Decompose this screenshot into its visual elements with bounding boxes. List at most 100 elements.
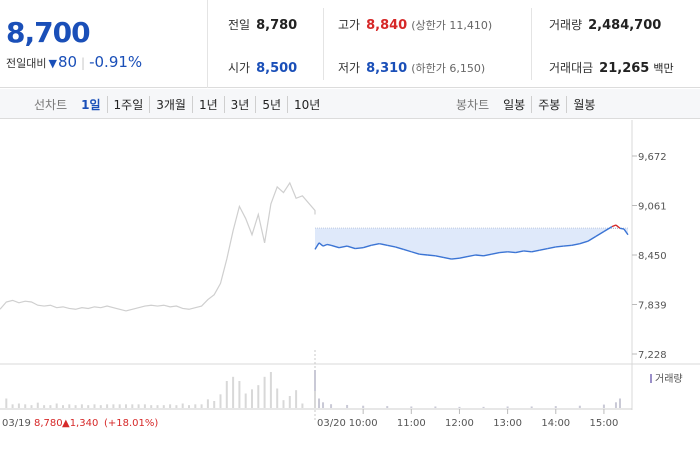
y-tick-label: 7,228 (638, 350, 667, 361)
prev-volume-bar (238, 381, 241, 408)
prev-volume-bar (80, 404, 83, 408)
prev-day-date: 03/19 (2, 418, 31, 429)
today-line-segment (387, 244, 396, 248)
today-line-segment (403, 248, 412, 253)
today-line-segment (615, 224, 621, 229)
today-series (314, 224, 629, 260)
today-line-segment (314, 242, 320, 250)
prev-volume-bar (295, 390, 298, 408)
line-chart-title: 선차트 (34, 98, 68, 112)
prev-volume-bar (62, 405, 64, 408)
turnover-unit: 백만 (653, 62, 674, 75)
change-percent: -0.91% (89, 53, 143, 71)
period-3m[interactable]: 3개월 (149, 96, 192, 113)
volume-bars: 거래량 (5, 370, 683, 408)
today-line-segment (379, 242, 388, 246)
x-tick-label: 15:00 (590, 418, 619, 429)
prev-close-value: 8,780 (256, 18, 298, 33)
volume-bar (410, 406, 413, 408)
today-line-segment (547, 246, 556, 250)
x-tick-label: 14:00 (541, 418, 570, 429)
prev-volume-bar (194, 404, 197, 408)
prev-volume-bar (30, 405, 33, 408)
today-line-segment (555, 245, 564, 248)
prev-day-series (0, 181, 316, 312)
today-line-segment (531, 249, 540, 253)
prev-volume-bar (131, 404, 134, 408)
prev-volume-bar (301, 403, 304, 408)
prev-volume-bar (118, 404, 121, 408)
prev-volume-bar (213, 401, 216, 408)
volume-legend-mark (650, 374, 652, 383)
today-line-segment (330, 244, 340, 249)
y-tick-label: 9,061 (638, 202, 667, 213)
low-value: 8,310 (366, 61, 408, 76)
turnover-value: 21,265 (599, 61, 650, 76)
period-1d[interactable]: 1일 (81, 98, 101, 112)
lower-limit: (하한가 6,150) (411, 62, 486, 75)
volume-bar (506, 406, 509, 408)
today-line-segment (587, 235, 597, 242)
period-toolbar: 선차트 1일 1주일 3개월 1년 3년 5년 10년 봉차트 일봉 주봉 월봉 (0, 89, 700, 119)
candle-daily[interactable]: 일봉 (503, 98, 526, 112)
today-line-segment (467, 254, 476, 258)
today-line-segment (326, 243, 332, 246)
period-3y[interactable]: 3년 (223, 96, 256, 113)
today-line-segment (355, 247, 364, 250)
prev-volume-bar (156, 405, 159, 408)
today-line-segment (603, 226, 613, 233)
prev-volume-bar (137, 404, 140, 408)
period-1w[interactable]: 1주일 (106, 96, 150, 113)
divider (323, 8, 324, 80)
prev-volume-bar (24, 404, 27, 408)
volume-bar (314, 370, 316, 408)
today-line-segment (419, 253, 428, 256)
candle-monthly[interactable]: 월봉 (566, 96, 601, 113)
today-line-segment (318, 242, 324, 247)
volume-bar (554, 406, 557, 408)
volume-value: 2,484,700 (588, 18, 662, 33)
x-axis-ticks: 10:00 11:00 12:00 13:00 14:00 15:00 (349, 409, 619, 429)
volume-bar (434, 406, 437, 408)
prev-day-line (0, 181, 316, 312)
today-line-segment (623, 228, 629, 236)
candle-weekly[interactable]: 주봉 (531, 96, 566, 113)
prev-volume-bar (49, 405, 52, 408)
chart-grid (0, 120, 700, 420)
prev-volume-bar (106, 404, 109, 408)
open-label: 시가 (228, 61, 251, 75)
prev-volume-bar (206, 399, 209, 408)
prev-volume-bar (225, 381, 228, 408)
prev-volume-bar (17, 403, 20, 408)
prev-volume-bar (112, 404, 115, 408)
open-price: 시가 8,500 (228, 59, 297, 76)
prev-volume-bar (282, 400, 285, 408)
today-line-segment (475, 254, 484, 257)
today-line-segment (346, 245, 356, 250)
period-10y[interactable]: 10년 (287, 96, 326, 113)
today-line-segment (515, 250, 524, 254)
today-line-segment (539, 247, 548, 251)
prev-volume-bar (314, 401, 316, 408)
prev-volume-bar (5, 398, 8, 408)
change-value: 80 (57, 53, 78, 71)
prev-volume-bar (244, 393, 247, 408)
price-chart[interactable]: 9,672 9,061 8,450 7,839 7,228 거래량 10:00 11:00… (0, 120, 700, 450)
prev-volume-bar (87, 405, 90, 408)
period-1y[interactable]: 1년 (191, 96, 224, 113)
volume-bar (322, 402, 325, 408)
today-line-segment (491, 251, 500, 255)
x-tick-label: 13:00 (493, 418, 522, 429)
prev-volume-bar (175, 405, 178, 408)
volume-bar (482, 406, 485, 408)
period-5y[interactable]: 5년 (255, 96, 287, 113)
today-line-segment (427, 254, 436, 257)
prev-volume-bar (269, 372, 272, 408)
prev-volume-bar (150, 405, 153, 408)
prev-volume-bar (219, 394, 222, 408)
today-line-segment (435, 255, 444, 259)
today-line-segment (451, 257, 460, 260)
x-tick-label: 12:00 (445, 418, 474, 429)
volume-label: 거래량 (549, 18, 583, 32)
candle-chart-title: 봉차트 (456, 98, 490, 112)
